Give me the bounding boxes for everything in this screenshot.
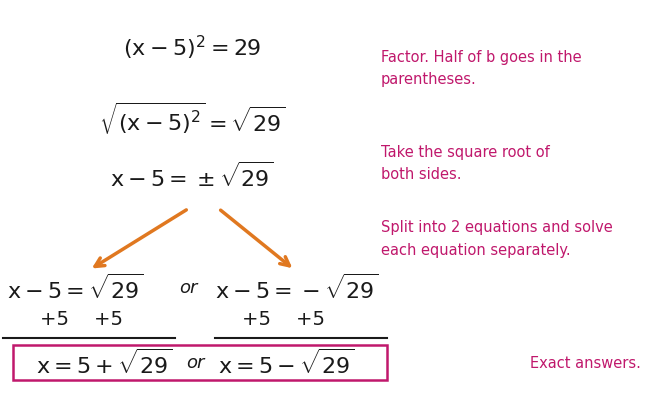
- Text: or: or: [179, 279, 198, 297]
- Text: or: or: [186, 354, 205, 372]
- Text: $x - 5 = \pm\sqrt{29}$: $x - 5 = \pm\sqrt{29}$: [110, 162, 274, 191]
- Text: $\sqrt{(x-5)^2} = \sqrt{29}$: $\sqrt{(x-5)^2} = \sqrt{29}$: [99, 101, 285, 137]
- Text: +5    +5: +5 +5: [242, 310, 324, 329]
- Text: $x - 5 = -\sqrt{29}$: $x - 5 = -\sqrt{29}$: [215, 273, 379, 303]
- Text: $x = 5 + \sqrt{29}$: $x = 5 + \sqrt{29}$: [36, 349, 173, 378]
- Text: $(x - 5)^2 = 29$: $(x - 5)^2 = 29$: [123, 33, 261, 62]
- Text: Split into 2 equations and solve
each equation separately.: Split into 2 equations and solve each eq…: [381, 220, 612, 258]
- Text: $x - 5 = \sqrt{29}$: $x - 5 = \sqrt{29}$: [7, 273, 143, 303]
- Text: $x = 5 - \sqrt{29}$: $x = 5 - \sqrt{29}$: [218, 349, 355, 378]
- Text: Take the square root of
both sides.: Take the square root of both sides.: [381, 145, 549, 182]
- Text: Exact answers.: Exact answers.: [530, 356, 640, 371]
- Text: Factor. Half of b goes in the
parentheses.: Factor. Half of b goes in the parenthese…: [381, 50, 581, 87]
- Text: +5    +5: +5 +5: [40, 310, 122, 329]
